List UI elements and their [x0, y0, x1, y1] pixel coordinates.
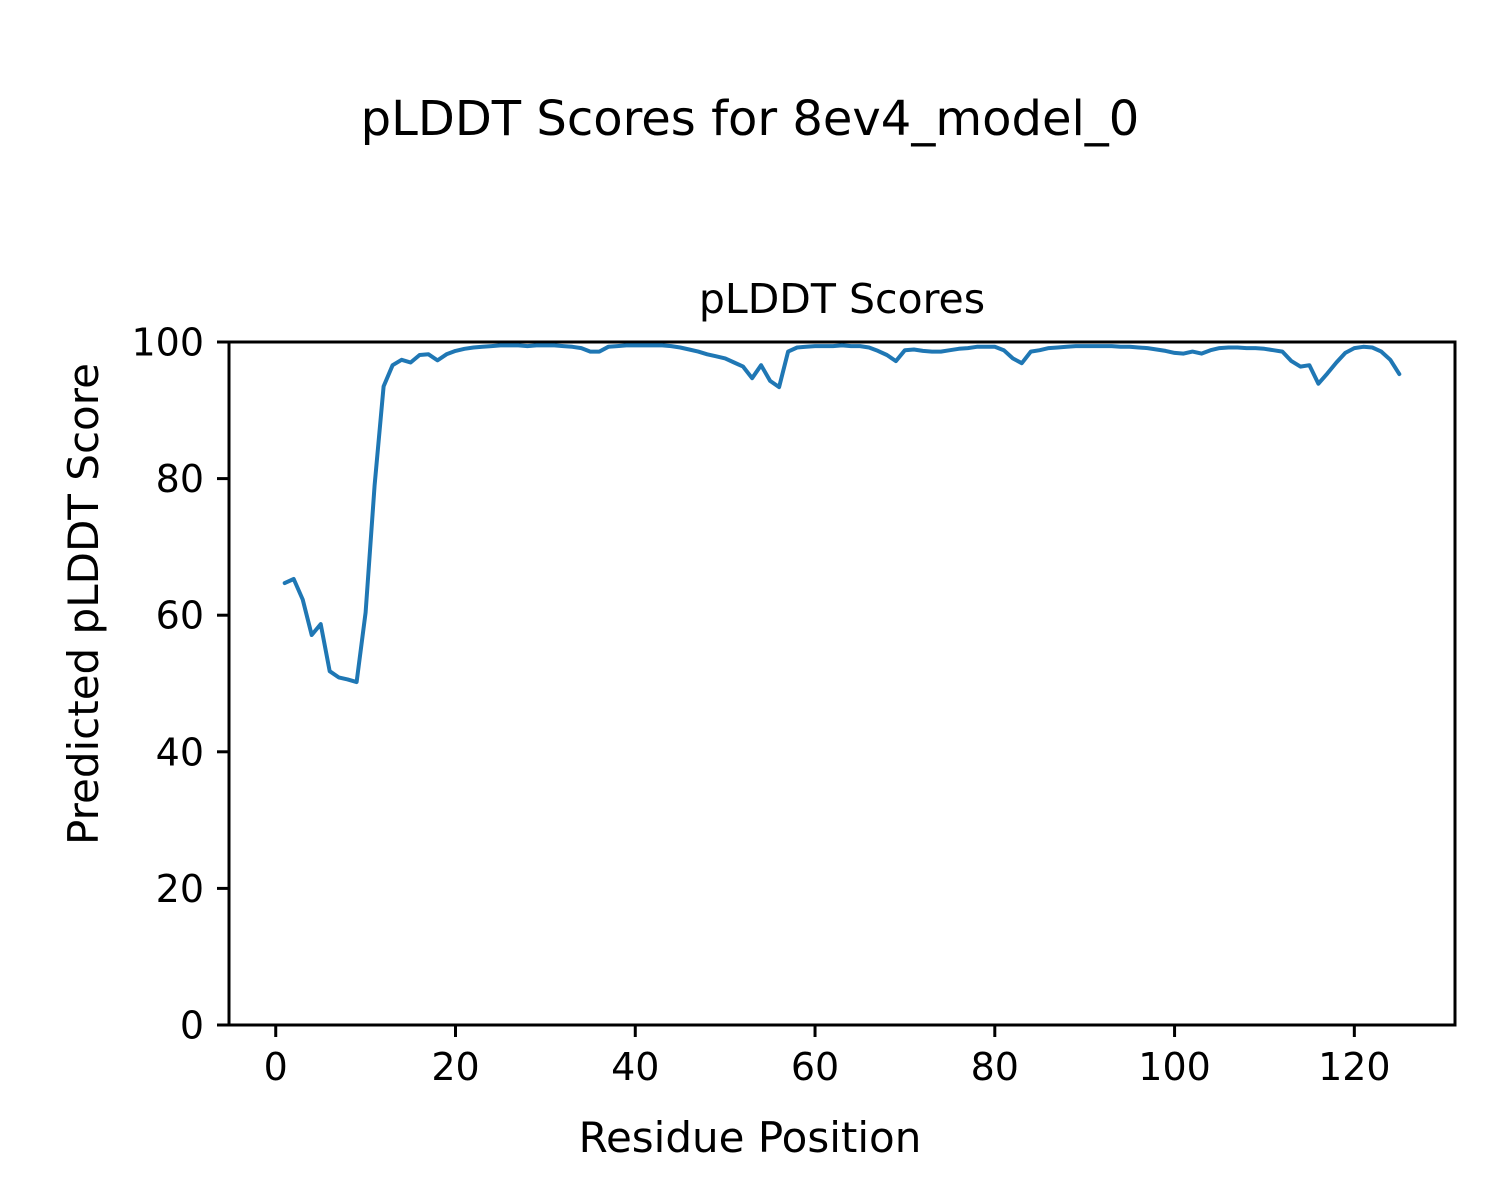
x-tick-label: 100: [1138, 1045, 1211, 1089]
x-tick-label: 20: [431, 1045, 479, 1089]
y-axis-label: Predicted pLDDT Score: [59, 363, 108, 845]
y-tick-label: 0: [180, 1004, 204, 1048]
x-tick-label: 60: [791, 1045, 839, 1089]
x-tick-label: 40: [611, 1045, 659, 1089]
y-tick-label: 60: [156, 594, 204, 638]
x-tick-label: 80: [971, 1045, 1019, 1089]
x-tick-label: 0: [264, 1045, 288, 1089]
x-tick-label: 120: [1318, 1045, 1391, 1089]
y-tick-label: 40: [156, 730, 204, 774]
plddt-line-series: [282, 343, 1402, 685]
y-tick-label: 100: [131, 321, 204, 365]
x-axis-ticks: 0 20 40 60 80 100 120: [264, 1025, 1391, 1089]
y-tick-label: 80: [156, 457, 204, 501]
y-axis-ticks: 0 20 40 60 80 100: [131, 321, 229, 1048]
plot-border: [227, 340, 1457, 1027]
figure-title: pLDDT Scores for 8ev4_model_0: [361, 91, 1140, 147]
x-axis-label: Residue Position: [579, 1113, 922, 1162]
axes-title: pLDDT Scores: [699, 275, 985, 323]
y-tick-label: 20: [156, 867, 204, 911]
